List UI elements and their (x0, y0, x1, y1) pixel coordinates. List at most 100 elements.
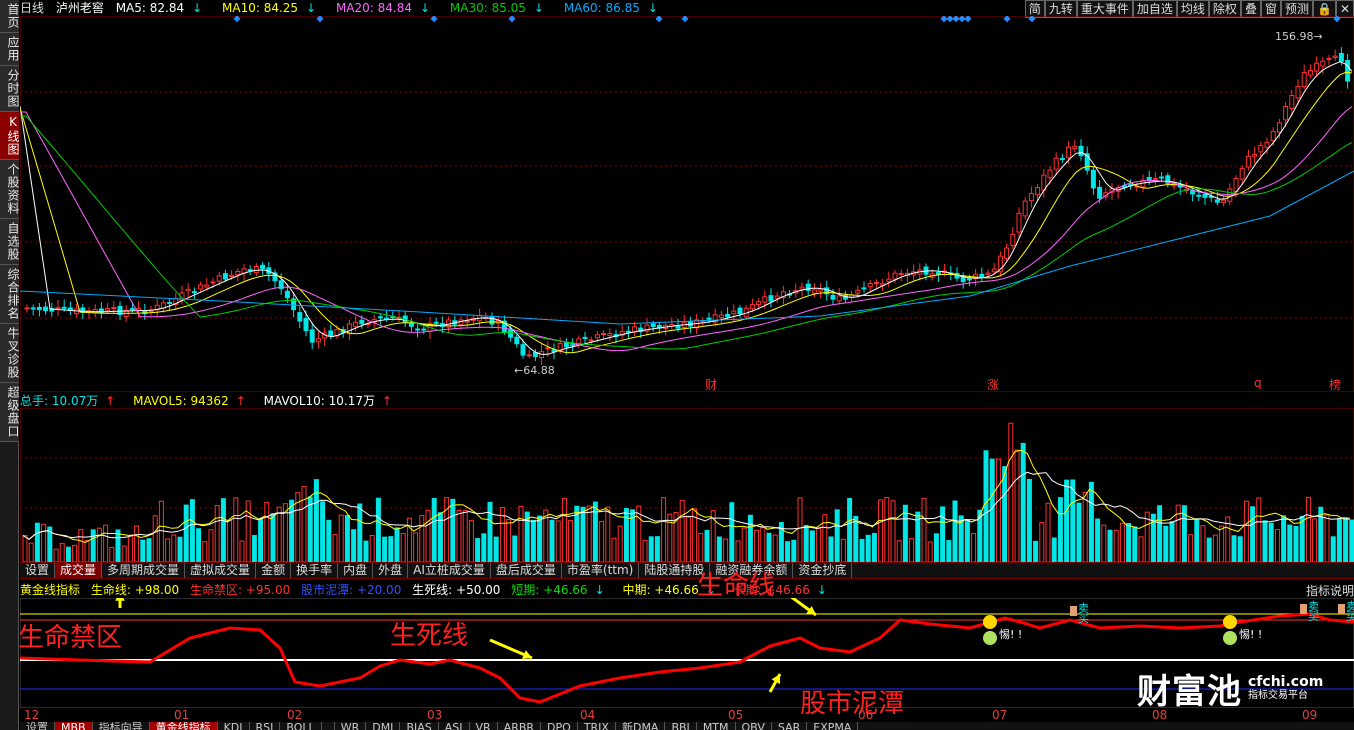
bottom-tab-11[interactable]: ASI (439, 722, 470, 730)
candle (520, 344, 526, 356)
toolbar-button-6[interactable]: 叠 (1240, 0, 1261, 18)
candle (1016, 212, 1022, 233)
volume-bar (1008, 422, 1014, 562)
bottom-tab-13[interactable]: ARBR (498, 722, 542, 730)
candle (1338, 52, 1344, 62)
volume-bar (772, 534, 778, 562)
sidebar-item-6[interactable]: 综合排名 (0, 265, 20, 324)
sidebar-item-5[interactable]: 自选股 (0, 219, 20, 265)
volume-bar (289, 499, 295, 562)
volume-bar (34, 522, 40, 562)
sidebar-item-7[interactable]: 牛叉诊股 (0, 324, 20, 383)
candle (818, 288, 824, 292)
toolbar-button-3[interactable]: 加自选 (1132, 0, 1177, 18)
bottom-tab-14[interactable]: DPO (541, 722, 578, 730)
volume-bar (1250, 506, 1256, 562)
tab-2[interactable]: 多周期成交量 (102, 563, 186, 578)
toolbar-button-8[interactable]: 预测 (1280, 0, 1313, 18)
bottom-tab-0[interactable]: 设置 (20, 722, 55, 730)
tab-5[interactable]: 换手率 (291, 563, 339, 578)
volume-bar (1312, 518, 1318, 562)
sidebar-item-4[interactable]: 个股资料 (0, 160, 20, 219)
tab-1[interactable]: 成交量 (55, 563, 103, 578)
toolbar-button-4[interactable]: 均线 (1176, 0, 1209, 18)
price-chart[interactable] (20, 16, 1354, 392)
bottom-tab-5[interactable]: RSI (250, 722, 281, 730)
bottom-tab-3[interactable]: 黄金线指标 (149, 722, 218, 730)
tab-11[interactable]: 陆股通持股 (639, 563, 711, 578)
event-marker-rise[interactable]: 涨 (987, 378, 1000, 392)
tab-4[interactable]: 金额 (256, 563, 292, 578)
candle (1084, 153, 1090, 171)
short-value: 短期: +46.66 ↓ (511, 583, 605, 597)
tab-13[interactable]: 资金抄底 (793, 563, 853, 578)
volume-bar (549, 519, 555, 562)
bottom-tab-6[interactable]: BOLL (280, 722, 322, 730)
bottom-tab-17[interactable]: BBI (665, 722, 697, 730)
sidebar-item-2[interactable]: 分时图 (0, 66, 20, 112)
tab-10[interactable]: 市盈率(ttm) (562, 563, 640, 578)
candle (824, 287, 830, 295)
candle (1252, 153, 1258, 157)
volume-bar (1219, 525, 1225, 562)
candle (501, 320, 507, 333)
sidebar-item-1[interactable]: 应用 (0, 33, 20, 66)
volume-chart[interactable] (20, 408, 1354, 562)
toolbar-button-7[interactable]: 窗 (1260, 0, 1281, 18)
volume-bar (1119, 522, 1125, 562)
bottom-tab-19[interactable]: OBV (736, 722, 772, 730)
candle (198, 284, 204, 290)
volume-bar (1206, 537, 1212, 562)
toolbar-button-0[interactable]: 简 (1024, 0, 1045, 18)
candle (1097, 186, 1103, 199)
event-marker-finance[interactable]: 财 (705, 378, 718, 392)
toolbar-close-icon[interactable]: ✕ (1335, 0, 1354, 18)
bottom-tab-7[interactable] (322, 722, 335, 730)
toolbar-button-1[interactable]: 九转 (1044, 0, 1077, 18)
bottom-tab-8[interactable]: WR (335, 722, 367, 730)
sidebar-item-3[interactable]: K线图 (0, 112, 20, 160)
tab-3[interactable]: 虚拟成交量 (185, 563, 257, 578)
x-label-8: 08 (1152, 708, 1168, 722)
bottom-tab-20[interactable]: SAR (772, 722, 808, 730)
bottom-tab-10[interactable]: BIAS (400, 722, 439, 730)
volume-bar (1082, 491, 1088, 562)
toolbar-lock-icon[interactable]: 🔒 (1312, 0, 1336, 18)
candle (1152, 178, 1158, 181)
sidebar-item-0[interactable]: 首页 (0, 0, 20, 33)
volume-bar (679, 499, 685, 562)
indicator-help-button[interactable]: 指标说明 (1305, 584, 1354, 598)
bottom-tab-18[interactable]: MTM (697, 722, 736, 730)
bottom-tab-21[interactable]: EXPMA (807, 722, 859, 730)
volume-bar (1144, 511, 1150, 562)
tab-6[interactable]: 内盘 (338, 563, 374, 578)
bottom-tab-12[interactable]: VR (470, 722, 498, 730)
candle (1258, 144, 1264, 153)
tab-7[interactable]: 外盘 (373, 563, 409, 578)
volume-bar (673, 512, 679, 562)
bottom-tab-2[interactable]: 指标向导 (93, 722, 150, 730)
volume-bar (561, 497, 567, 562)
period-label: 日线 (20, 1, 45, 15)
tab-9[interactable]: 盘后成交量 (491, 563, 562, 578)
toolbar-button-2[interactable]: 重大事件 (1076, 0, 1133, 18)
tab-8[interactable]: AI立桩成交量 (408, 563, 491, 578)
volume-bar (295, 492, 301, 562)
sidebar-item-8[interactable]: 超级盘口 (0, 383, 20, 442)
bottom-tab-1[interactable]: MBB (55, 722, 93, 730)
bottom-tab-4[interactable]: KDJ (218, 722, 250, 730)
candle (594, 334, 600, 339)
bottom-tab-16[interactable]: 新DMA (616, 722, 666, 730)
tab-12[interactable]: 融资融券余额 (710, 563, 794, 578)
event-marker-q[interactable]: q (1254, 376, 1262, 390)
bottom-tab-15[interactable]: TRIX (578, 722, 616, 730)
volume-bar (1318, 506, 1324, 562)
volume-bar (127, 534, 133, 562)
candle (346, 323, 352, 335)
tab-0[interactable]: 设置 (20, 563, 56, 578)
bottom-tab-9[interactable]: DMI (366, 722, 401, 730)
event-marker-rank[interactable]: 榜 (1329, 378, 1342, 392)
toolbar-button-5[interactable]: 除权 (1208, 0, 1241, 18)
candle (712, 314, 718, 323)
